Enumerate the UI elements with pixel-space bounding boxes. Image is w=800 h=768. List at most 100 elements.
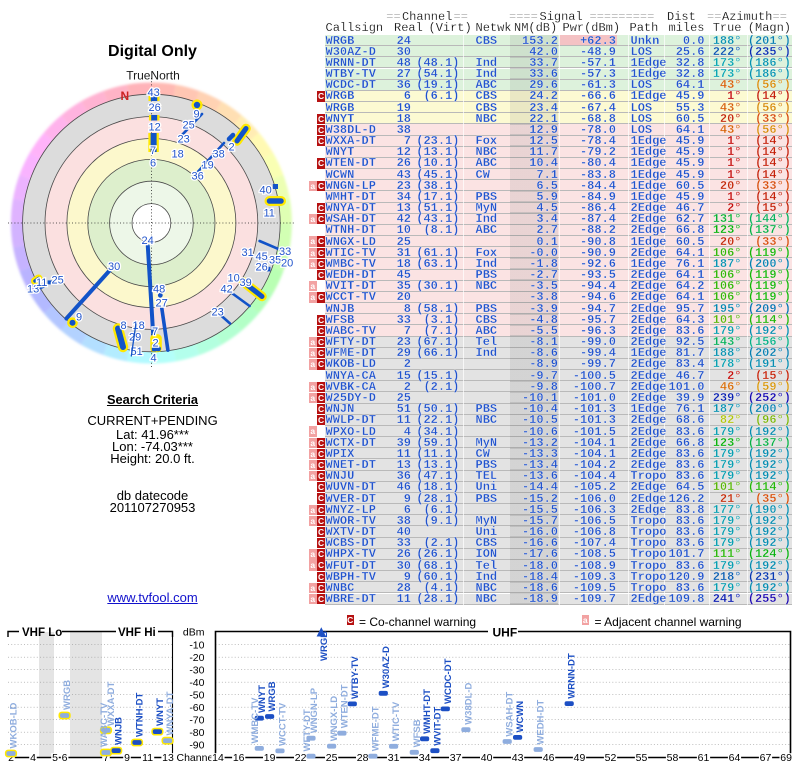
svg-text:46: 46	[543, 752, 555, 764]
svg-text:VHF Lo: VHF Lo	[22, 627, 62, 639]
svg-text:9: 9	[124, 752, 130, 764]
svg-text:20: 20	[281, 258, 293, 270]
svg-text:WTBY-TV: WTBY-TV	[350, 656, 361, 699]
svg-text:-20: -20	[189, 652, 204, 664]
svg-text:49: 49	[574, 752, 586, 764]
svg-text:13: 13	[162, 752, 174, 764]
svg-text:2: 2	[153, 338, 159, 350]
svg-text:WNGN-LP: WNGN-LP	[309, 687, 320, 733]
svg-text:WTEN-DT: WTEN-DT	[339, 684, 350, 728]
svg-text:-50: -50	[189, 690, 204, 702]
svg-text:-30: -30	[189, 665, 204, 677]
svg-text:30: 30	[108, 261, 120, 273]
svg-text:6: 6	[62, 752, 68, 764]
svg-text:9: 9	[76, 312, 82, 324]
svg-text:12: 12	[149, 122, 161, 134]
svg-text:40: 40	[481, 752, 493, 764]
svg-text:25: 25	[326, 752, 338, 764]
svg-text:14: 14	[212, 752, 224, 764]
svg-text:N: N	[121, 89, 130, 103]
svg-text:19: 19	[202, 160, 214, 172]
svg-text:5: 5	[52, 752, 58, 764]
svg-text:26: 26	[149, 102, 161, 114]
svg-text:27: 27	[156, 298, 168, 310]
svg-text:42: 42	[221, 284, 233, 296]
svg-text:WABC-TV: WABC-TV	[99, 702, 110, 747]
svg-text:25: 25	[183, 120, 195, 132]
svg-text:19: 19	[264, 752, 276, 764]
svg-text:26: 26	[256, 262, 268, 274]
svg-text:WRGB: WRGB	[267, 681, 278, 711]
svg-text:4: 4	[151, 353, 157, 365]
svg-text:TrueNorth: TrueNorth	[126, 69, 180, 83]
svg-text:WCDC-DT: WCDC-DT	[443, 658, 454, 704]
svg-text:-80: -80	[189, 727, 204, 739]
svg-text:8: 8	[121, 320, 127, 332]
svg-text:WRNN-DT: WRNN-DT	[567, 653, 578, 699]
svg-text:WFME-DT: WFME-DT	[370, 706, 381, 751]
svg-text:2: 2	[229, 142, 235, 154]
svg-text:WCCT-TV: WCCT-TV	[278, 702, 289, 746]
svg-text:WNGX-LD: WNGX-LD	[329, 696, 340, 742]
svg-text:WNYT: WNYT	[257, 685, 268, 713]
svg-text:WMHT-DT: WMHT-DT	[422, 689, 433, 734]
svg-text:W30AZ-D: W30AZ-D	[381, 646, 392, 688]
svg-text:WNYA-DT: WNYA-DT	[165, 691, 176, 735]
svg-text:10: 10	[228, 273, 240, 285]
svg-text:W38DL-D: W38DL-D	[463, 682, 474, 724]
svg-text:64: 64	[729, 752, 741, 764]
svg-text:33: 33	[279, 246, 291, 258]
svg-text:7: 7	[152, 326, 158, 338]
svg-text:37: 37	[450, 752, 462, 764]
svg-text:WRGB: WRGB	[62, 680, 73, 710]
svg-text:WTNH-DT: WTNH-DT	[135, 692, 146, 737]
svg-text:13: 13	[27, 284, 39, 296]
svg-text:58: 58	[667, 752, 679, 764]
svg-text:-90: -90	[189, 740, 204, 752]
svg-text:WRGB: WRGB	[319, 631, 330, 661]
svg-text:7: 7	[103, 752, 109, 764]
svg-text:7: 7	[150, 145, 156, 157]
svg-text:28: 28	[357, 752, 369, 764]
svg-text:WCWN: WCWN	[515, 701, 526, 733]
svg-text:WSAH-DT: WSAH-DT	[505, 692, 516, 737]
svg-text:61: 61	[698, 752, 710, 764]
svg-text:55: 55	[636, 752, 648, 764]
svg-text:Channel: Channel	[177, 752, 216, 764]
svg-text:29: 29	[129, 332, 141, 344]
svg-text:25: 25	[52, 275, 64, 287]
svg-text:-70: -70	[189, 715, 204, 727]
svg-text:18: 18	[133, 320, 145, 332]
svg-text:22: 22	[295, 752, 307, 764]
svg-text:69: 69	[780, 752, 792, 764]
svg-text:dBm: dBm	[183, 627, 205, 639]
svg-text:Digital Only: Digital Only	[108, 43, 197, 60]
svg-text:11: 11	[264, 208, 275, 220]
svg-text:WVIT-DT: WVIT-DT	[432, 707, 443, 746]
svg-text:6: 6	[150, 158, 156, 170]
svg-text:2: 2	[8, 752, 14, 764]
svg-text:WKOB-LD: WKOB-LD	[9, 702, 20, 748]
svg-text:39: 39	[240, 277, 252, 289]
svg-text:WFSB: WFSB	[412, 719, 423, 747]
svg-text:WTIC-TV: WTIC-TV	[391, 701, 402, 741]
svg-text:WNYT: WNYT	[155, 698, 166, 726]
svg-text:34: 34	[419, 752, 431, 764]
svg-text:36: 36	[192, 171, 204, 183]
svg-text:WMBC-TV: WMBC-TV	[250, 697, 261, 744]
svg-text:4: 4	[30, 752, 36, 764]
svg-text:43: 43	[512, 752, 524, 764]
svg-text:24: 24	[142, 235, 154, 247]
svg-text:23: 23	[178, 134, 190, 146]
svg-text:23: 23	[212, 307, 224, 319]
svg-text:35: 35	[269, 255, 281, 267]
svg-text:18: 18	[172, 149, 184, 161]
svg-text:11: 11	[36, 277, 47, 289]
svg-text:VHF Hi: VHF Hi	[118, 627, 156, 639]
svg-text:-60: -60	[189, 702, 204, 714]
svg-text:43: 43	[148, 87, 160, 99]
svg-text:WEDH-DT: WEDH-DT	[536, 700, 547, 745]
svg-text:52: 52	[605, 752, 617, 764]
svg-text:40: 40	[260, 185, 272, 197]
svg-text:WXXA-DT: WXXA-DT	[106, 681, 117, 726]
